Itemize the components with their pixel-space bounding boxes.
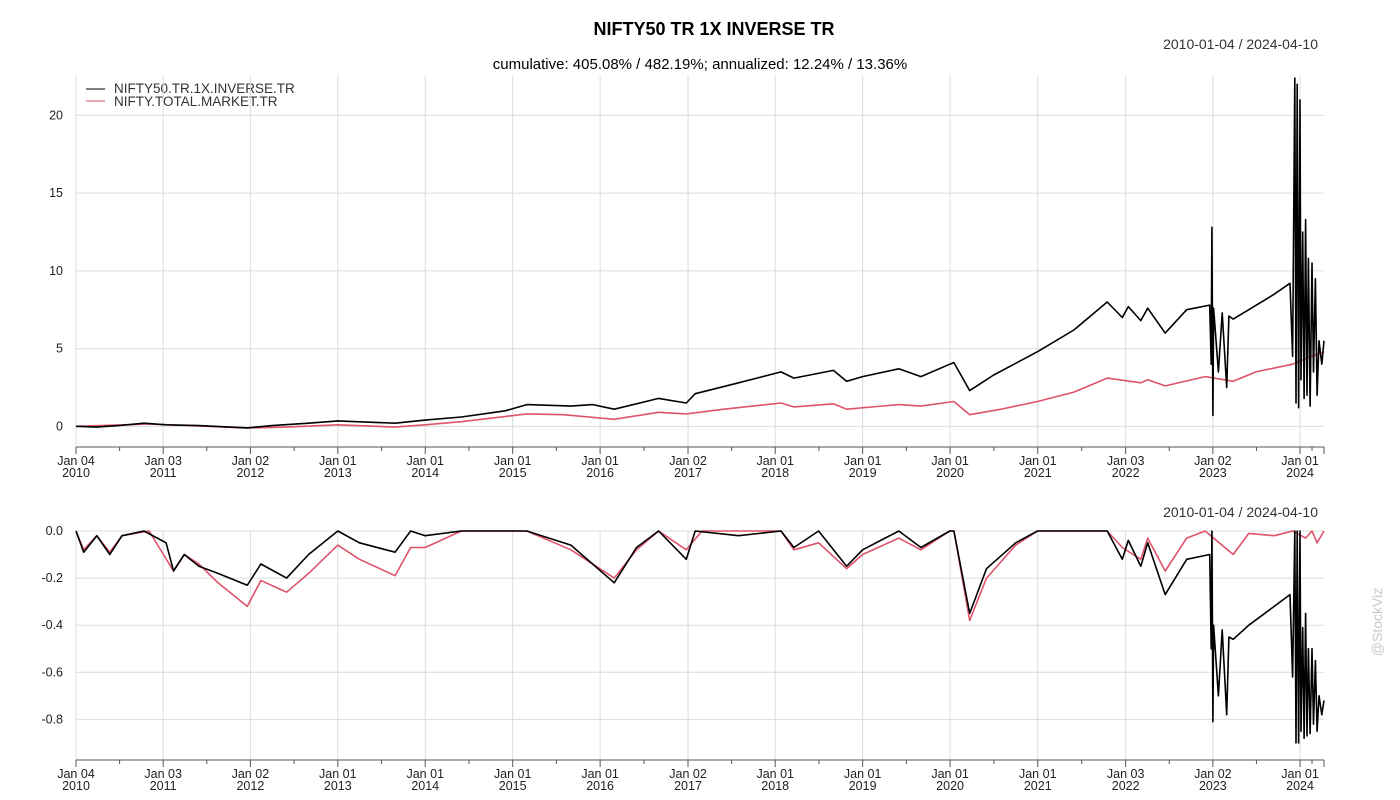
drawdown-x-tick-year: 2016 (586, 779, 614, 793)
cumulative-x-tick-label: Jan 01 (1019, 454, 1057, 468)
drawdown-x-tick-label: Jan 02 (232, 767, 270, 781)
cumulative-x-tick-label: Jan 03 (1107, 454, 1145, 468)
cumulative-x-tick-label: Jan 02 (1194, 454, 1232, 468)
drawdown-x-tick-year: 2013 (324, 779, 352, 793)
cumulative-x-tick-label: Jan 01 (581, 454, 619, 468)
cumulative-x-tick-label: Jan 04 (57, 454, 95, 468)
cumulative-x-tick-label: Jan 01 (1281, 454, 1319, 468)
drawdown-x-tick-year: 2024 (1286, 779, 1314, 793)
watermark: @StockViz (1369, 588, 1385, 656)
drawdown-y-tick-label: -0.8 (41, 712, 63, 726)
cumulative-x-tick-year: 2022 (1112, 466, 1140, 480)
cumulative-x-tick-year: 2021 (1024, 466, 1052, 480)
drawdown-x-tick-year: 2014 (411, 779, 439, 793)
drawdown-x-tick-year: 2018 (761, 779, 789, 793)
cumulative-y-tick-label: 0 (56, 419, 63, 433)
drawdown-x-tick-year: 2017 (674, 779, 702, 793)
drawdown-x-tick-label: Jan 01 (494, 767, 532, 781)
drawdown-x-tick-label: Jan 01 (1281, 767, 1319, 781)
drawdown-x-tick-year: 2023 (1199, 779, 1227, 793)
drawdown-y-tick-label: 0.0 (46, 524, 63, 538)
drawdown-x-tick-year: 2015 (499, 779, 527, 793)
drawdown-y-tick-label: -0.4 (41, 618, 63, 632)
cumulative-x-tick-year: 2010 (62, 466, 90, 480)
cumulative-x-tick-year: 2013 (324, 466, 352, 480)
cumulative-x-tick-label: Jan 01 (756, 454, 794, 468)
cumulative-x-tick-label: Jan 01 (494, 454, 532, 468)
drawdown-x-tick-label: Jan 01 (319, 767, 357, 781)
drawdown-x-tick-label: Jan 02 (669, 767, 707, 781)
bottom-date-range: 2010-01-04 / 2024-04-10 (1163, 504, 1318, 520)
drawdown-series-inverse-line (75, 530, 1325, 744)
cumulative-x-tick-label: Jan 02 (232, 454, 270, 468)
cumulative-y-tick-label: 5 (56, 342, 63, 356)
drawdown-y-tick-label: -0.2 (41, 571, 63, 585)
drawdown-x-tick-label: Jan 02 (1194, 767, 1232, 781)
drawdown-x-tick-year: 2011 (150, 779, 177, 793)
cumulative-x-tick-year: 2014 (411, 466, 439, 480)
drawdown-y-tick-label: -0.6 (41, 665, 63, 679)
drawdown-x-tick-label: Jan 03 (1107, 767, 1145, 781)
drawdown-x-tick-year: 2010 (62, 779, 90, 793)
drawdown-x-tick-year: 2020 (936, 779, 964, 793)
legend-label-market: NIFTY.TOTAL.MARKET.TR (114, 94, 278, 109)
drawdown-series-market-line (75, 530, 1325, 622)
drawdown-x-tick-year: 2022 (1112, 779, 1140, 793)
cumulative-x-tick-label: Jan 01 (406, 454, 444, 468)
cumulative-y-tick-label: 20 (49, 108, 63, 122)
drawdown-x-tick-label: Jan 03 (144, 767, 182, 781)
cumulative-x-tick-year: 2016 (586, 466, 614, 480)
cumulative-x-tick-year: 2023 (1199, 466, 1227, 480)
legend-label-inverse: NIFTY50.TR.1X.INVERSE.TR (114, 81, 295, 96)
cumulative-x-tick-label: Jan 02 (669, 454, 707, 468)
cumulative-y-tick-label: 10 (49, 264, 63, 278)
cumulative-x-tick-label: Jan 03 (144, 454, 182, 468)
drawdown-x-tick-label: Jan 01 (844, 767, 882, 781)
drawdown-x-tick-label: Jan 04 (57, 767, 95, 781)
cumulative-x-tick-year: 2015 (499, 466, 527, 480)
cumulative-x-tick-label: Jan 01 (844, 454, 882, 468)
drawdown-x-tick-label: Jan 01 (931, 767, 969, 781)
cumulative-x-tick-label: Jan 01 (319, 454, 357, 468)
cumulative-x-tick-label: Jan 01 (931, 454, 969, 468)
legend: NIFTY50.TR.1X.INVERSE.TR NIFTY.TOTAL.MAR… (86, 81, 295, 109)
drawdown-x-tick-label: Jan 01 (1019, 767, 1057, 781)
cumulative-x-tick-year: 2018 (761, 466, 789, 480)
cumulative-x-tick-year: 2024 (1286, 466, 1314, 480)
drawdown-x-tick-year: 2019 (849, 779, 877, 793)
drawdown-x-tick-year: 2012 (236, 779, 264, 793)
cumulative-x-tick-year: 2011 (150, 466, 177, 480)
cumulative-x-tick-year: 2017 (674, 466, 702, 480)
chart-title: NIFTY50 TR 1X INVERSE TR (593, 19, 834, 39)
cumulative-x-tick-year: 2012 (236, 466, 264, 480)
cumulative-series-market-line (75, 350, 1325, 429)
chart-subtitle: cumulative: 405.08% / 482.19%; annualize… (493, 56, 907, 73)
drawdown-x-tick-year: 2021 (1024, 779, 1052, 793)
cumulative-x-tick-year: 2020 (936, 466, 964, 480)
cumulative-y-tick-label: 15 (49, 186, 63, 200)
top-date-range: 2010-01-04 / 2024-04-10 (1163, 36, 1318, 52)
drawdown-x-tick-label: Jan 01 (581, 767, 619, 781)
drawdown-x-tick-label: Jan 01 (406, 767, 444, 781)
cumulative-x-tick-year: 2019 (849, 466, 877, 480)
cumulative-series-inverse-line (75, 77, 1325, 429)
drawdown-x-tick-label: Jan 01 (756, 767, 794, 781)
